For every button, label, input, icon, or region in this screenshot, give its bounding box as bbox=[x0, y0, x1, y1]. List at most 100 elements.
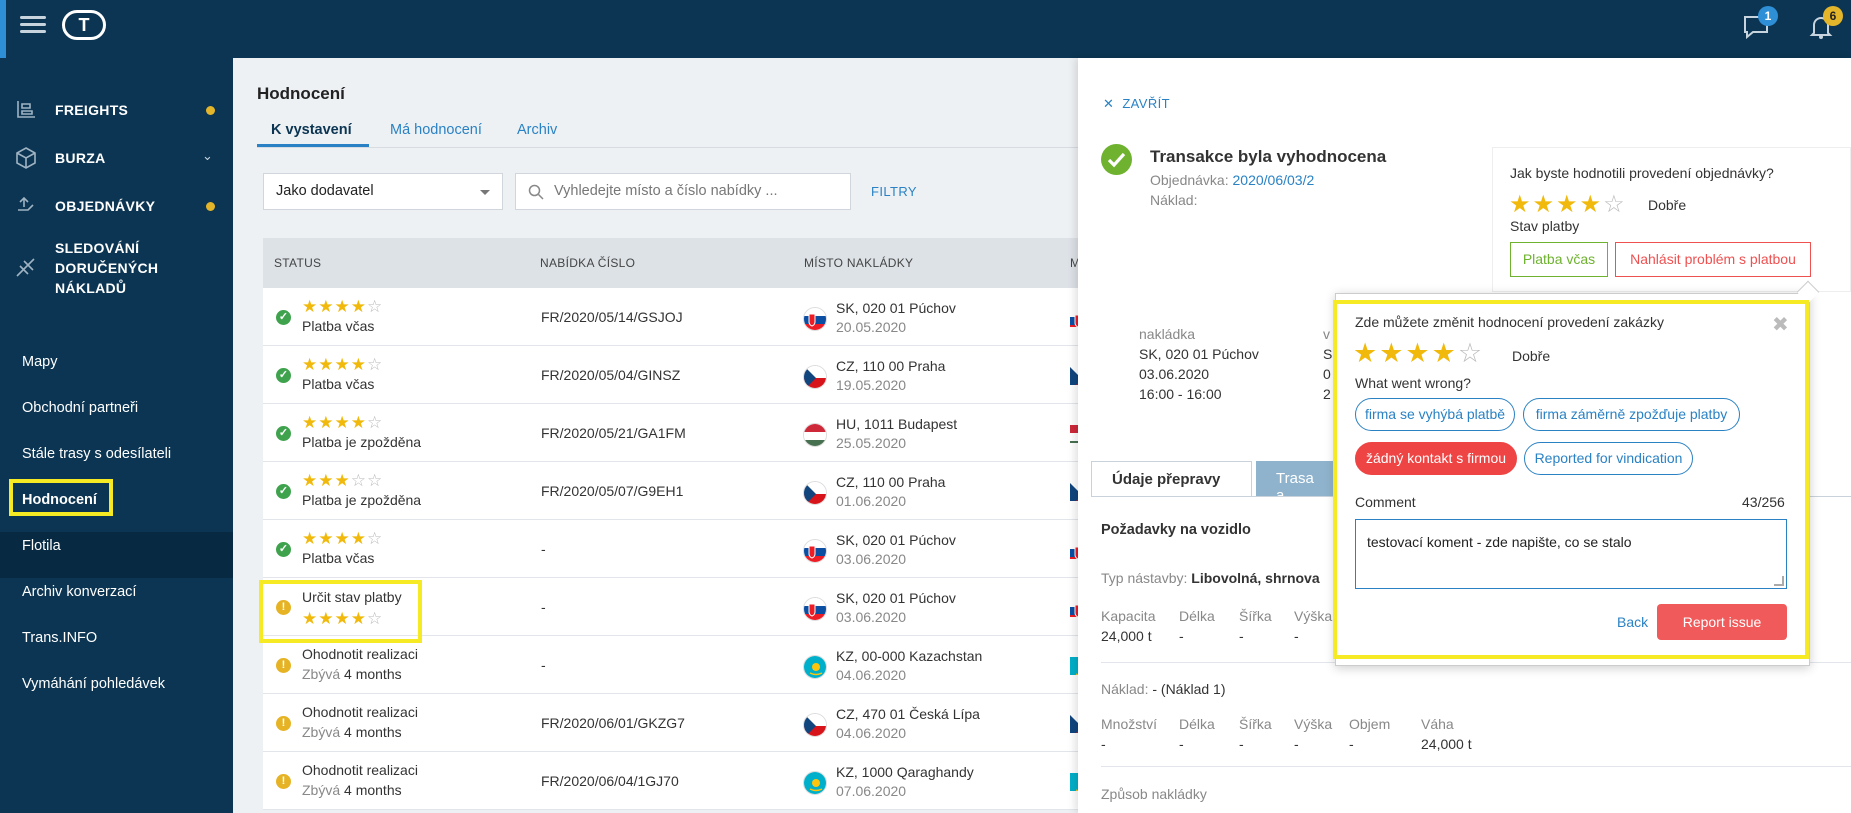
resize-grip-icon[interactable] bbox=[1774, 576, 1784, 586]
sidebar-link-ratings[interactable]: Hodnocení bbox=[22, 492, 97, 508]
close-icon[interactable]: ✖ bbox=[1772, 314, 1789, 336]
filters-button[interactable]: FILTRY bbox=[871, 184, 917, 199]
comment-textarea[interactable]: testovací koment - zde napište, co se st… bbox=[1355, 519, 1787, 589]
sidebar-item-tracking[interactable]: SLEDOVÁNÍ DORUČENÝCH NÁKLADŮ bbox=[0, 236, 233, 300]
vehicle-requirements-title: Požadavky na vozidlo bbox=[1101, 522, 1251, 538]
row-rating-stars: ★★★★☆ bbox=[302, 529, 384, 548]
warning-circle-icon: ! bbox=[276, 716, 291, 731]
status-dot bbox=[206, 106, 215, 115]
col-loading[interactable]: MÍSTO NAKLÁDKY bbox=[804, 256, 914, 270]
warning-circle-icon: ! bbox=[276, 658, 291, 673]
role-select[interactable]: Jako dodavatel bbox=[263, 173, 503, 210]
tab-my-ratings[interactable]: Má hodnocení bbox=[390, 122, 482, 138]
cargo-value: - bbox=[1349, 736, 1354, 752]
sidebar-link-transinfo[interactable]: Trans.INFO bbox=[22, 630, 98, 646]
table-row[interactable]: ✓ ★★★★☆ Platba včas - SK, 020 01 Púchov 03.06… bbox=[263, 520, 1078, 578]
report-issue-button[interactable]: Report issue bbox=[1657, 604, 1787, 640]
chip-delays-payment[interactable]: firma záměrně zpožďuje platby bbox=[1523, 398, 1740, 431]
top-accent bbox=[0, 0, 6, 58]
tab-to-issue[interactable]: K vystavení bbox=[271, 122, 352, 138]
order-link[interactable]: 2020/06/03/2 bbox=[1232, 172, 1315, 188]
role-select-value: Jako dodavatel bbox=[276, 183, 374, 199]
row-status-text: Ohodnotit realizaci bbox=[302, 646, 418, 662]
sidebar-item-burza[interactable]: BURZA ⌄ bbox=[0, 142, 233, 174]
cargo-label: Výška bbox=[1294, 716, 1333, 732]
col-status[interactable]: STATUS bbox=[274, 256, 322, 270]
page-title: Hodnocení bbox=[257, 84, 345, 103]
vehicle-value: - bbox=[1179, 628, 1184, 644]
sidebar-link-partners[interactable]: Obchodní partneři bbox=[22, 400, 139, 416]
vehicle-value: - bbox=[1239, 628, 1244, 644]
cargo-label: Šířka bbox=[1239, 716, 1272, 732]
sidebar-active-bg bbox=[0, 532, 233, 578]
sidebar-link-routes[interactable]: Stále trasy s odesílateli bbox=[22, 446, 172, 462]
cargo-line: Náklad: - (Náklad 1) bbox=[1101, 681, 1226, 697]
tab-archive[interactable]: Archiv bbox=[517, 122, 558, 138]
sidebar-link-fleet[interactable]: Flotila bbox=[22, 538, 61, 554]
load-label: Náklad: bbox=[1150, 192, 1198, 208]
table-row[interactable]: ✓ ★★★★☆ Platba je zpožděna FR/2020/05/21/GA… bbox=[263, 404, 1078, 462]
row-rating-stars: ★★★☆☆ bbox=[302, 471, 384, 490]
bell-icon[interactable]: 6 bbox=[1807, 6, 1843, 40]
unloading-flag-icon bbox=[1070, 309, 1078, 327]
sk-flag-icon bbox=[803, 539, 827, 563]
chip-reported-vindication[interactable]: Reported for vindication bbox=[1524, 442, 1693, 475]
table-row[interactable]: ! ★★★★☆ Určit stav platby - SK, 020 01 Púcho… bbox=[263, 578, 1078, 636]
what-went-wrong-label: What went wrong? bbox=[1355, 375, 1471, 391]
cz-flag-icon bbox=[803, 713, 827, 737]
cargo-label: Váha bbox=[1421, 716, 1454, 732]
table-row[interactable]: ✓ ★★★★☆ Platba včas FR/2020/05/04/GINSZ CZ, … bbox=[263, 346, 1078, 404]
cz-flag-icon bbox=[803, 365, 827, 389]
sk-flag-icon bbox=[803, 307, 827, 331]
unloading-flag-icon bbox=[1070, 599, 1078, 617]
cargo-value: - bbox=[1294, 736, 1299, 752]
tab-transport-details[interactable]: Údaje přepravy bbox=[1091, 461, 1252, 497]
sidebar-item-freights[interactable]: FREIGHTS bbox=[0, 94, 233, 126]
top-bar: T 1 6 bbox=[0, 0, 1851, 58]
vehicle-value: - bbox=[1294, 628, 1299, 644]
sidebar-link-archive[interactable]: Archiv konverzací bbox=[22, 584, 137, 600]
menu-icon[interactable] bbox=[20, 14, 46, 36]
vehicle-label: Výška bbox=[1294, 608, 1333, 624]
report-payment-problem-button[interactable]: Nahlásit problém s platbou bbox=[1615, 242, 1811, 277]
row-status-text: Platba je zpožděna bbox=[302, 492, 422, 508]
payment-on-time-button[interactable]: Platba včas bbox=[1510, 242, 1608, 277]
comment-counter: 43/256 bbox=[1742, 494, 1785, 510]
table-row[interactable]: ! Ohodnotit realizaci Zbývá 4 months FR/202… bbox=[263, 694, 1078, 752]
table-row[interactable]: ! Ohodnotit realizaci Zbývá 4 months FR/202… bbox=[263, 752, 1078, 810]
check-circle-icon: ✓ bbox=[276, 542, 291, 557]
close-button[interactable]: ✕ ZAVŘÍT bbox=[1103, 96, 1170, 111]
popup-title: Zde můžete změnit hodnocení provedení za… bbox=[1355, 314, 1664, 330]
table-row[interactable]: ! Ohodnotit realizaci Zbývá 4 months - KZ, 0… bbox=[263, 636, 1078, 694]
chat-badge: 1 bbox=[1758, 6, 1778, 26]
sidebar-item-orders[interactable]: OBJEDNÁVKY bbox=[0, 190, 233, 222]
sidebar-link-debt[interactable]: Vymáhání pohledávek bbox=[22, 676, 165, 692]
loading-info: nakládka SK, 020 01 Púchov 03.06.2020 16… bbox=[1139, 326, 1259, 402]
table-row[interactable]: ✓ ★★★☆☆ Platba je zpožděna FR/2020/05/07/G9… bbox=[263, 462, 1078, 520]
chip-no-contact[interactable]: žádný kontakt s firmou bbox=[1355, 442, 1517, 475]
table-row[interactable]: ✓ ★★★★☆ Platba včas FR/2020/05/14/GSJOJ SK, … bbox=[263, 288, 1078, 346]
rating-stars[interactable]: ★★★★☆ bbox=[1509, 191, 1627, 218]
chip-avoids-payment[interactable]: firma se vyhýbá platbě bbox=[1355, 398, 1515, 431]
popup-rating-word: Dobře bbox=[1512, 348, 1551, 364]
unloading-flag-icon bbox=[1070, 773, 1078, 791]
unloading-flag-icon bbox=[1070, 425, 1078, 443]
chat-icon[interactable]: 1 bbox=[1742, 6, 1778, 40]
orders-icon bbox=[18, 196, 34, 211]
comment-label: Comment bbox=[1355, 494, 1416, 510]
row-loading-place: CZ, 110 00 Praha 01.06.2020 bbox=[836, 474, 946, 509]
freights-icon bbox=[17, 101, 35, 118]
issue-popup bbox=[1335, 293, 1810, 666]
row-status-text: Platba včas bbox=[302, 376, 375, 392]
col-unloading[interactable]: M bbox=[1070, 256, 1081, 270]
tab-route[interactable]: Trasa a bbox=[1256, 461, 1346, 504]
app-logo[interactable]: T bbox=[62, 10, 106, 40]
back-button[interactable]: Back bbox=[1617, 614, 1649, 630]
payment-status-label: Stav platby bbox=[1510, 218, 1580, 234]
sidebar-link-maps[interactable]: Mapy bbox=[22, 354, 58, 370]
search-input[interactable]: Vyhledejte místo a číslo nabídky ... bbox=[515, 173, 851, 210]
col-offer[interactable]: NABÍDKA ČÍSLO bbox=[540, 256, 636, 270]
notification-badge: 6 bbox=[1823, 6, 1843, 26]
row-loading-place: CZ, 110 00 Praha 19.05.2020 bbox=[836, 358, 946, 393]
popup-rating-stars[interactable]: ★★★★☆ bbox=[1353, 338, 1485, 368]
